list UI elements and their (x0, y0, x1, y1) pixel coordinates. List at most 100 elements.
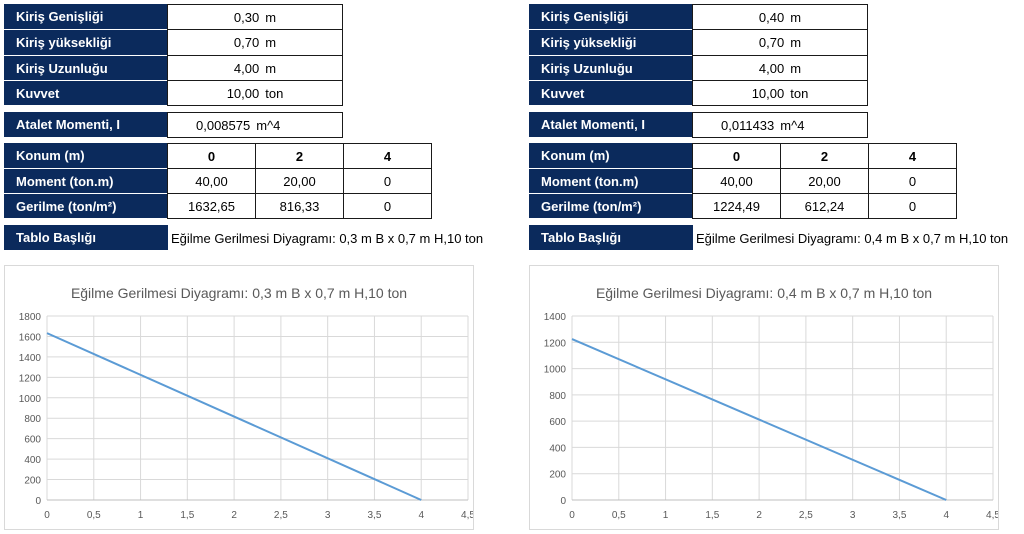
table-cell[interactable]: 20,00 (780, 168, 869, 194)
table-cell[interactable]: 0 (868, 168, 957, 194)
table-row-label-position: Konum (m) (4, 143, 168, 169)
right-panel: Kiriş Genişliği 0,40 m Kiriş yüksekliği 0… (525, 0, 1024, 534)
inertia-value: 0,008575 (196, 117, 251, 133)
y-tick-label: 600 (24, 435, 41, 446)
input-value: 0,70 (758, 35, 785, 50)
left-panel: Kiriş Genişliği 0,30 m Kiriş yüksekliği 0… (0, 0, 500, 534)
chart-svg: Eğilme Gerilmesi Diyagramı: 0,4 m B x 0,… (544, 285, 998, 521)
chart-title-input[interactable]: Eğilme Gerilmesi Diyagramı: 0,3 m B x 0,… (171, 230, 484, 246)
x-tick-label: 4,5 (461, 510, 473, 521)
input-cell-width[interactable]: 0,30 m (167, 4, 343, 30)
table-row-label-moment: Moment (ton.m) (4, 169, 168, 194)
y-tick-label: 1400 (544, 312, 567, 323)
x-tick-label: 3,5 (367, 510, 381, 521)
input-value: 4,00 (233, 60, 260, 76)
table-header-cell[interactable]: 4 (868, 143, 957, 169)
x-tick-label: 1 (663, 510, 669, 521)
inertia-unit: m^4 (256, 117, 281, 133)
table-cell[interactable]: 40,00 (167, 168, 256, 194)
input-value: 0,30 (233, 9, 260, 25)
x-tick-label: 2 (231, 510, 237, 521)
table-cell[interactable]: 1224,49 (692, 193, 781, 219)
table-cell[interactable]: 0 (868, 193, 957, 219)
table-row-label-moment: Moment (ton.m) (529, 169, 693, 194)
table-cell[interactable]: 816,33 (255, 193, 344, 219)
table-header-cell[interactable]: 0 (692, 143, 781, 169)
input-value: 0,40 (758, 9, 785, 25)
y-tick-label: 200 (549, 470, 566, 481)
inertia-value: 0,011433 (721, 117, 775, 133)
chart-title-label: Tablo Başlığı (529, 225, 693, 251)
y-tick-label: 800 (24, 414, 41, 425)
input-cell-length[interactable]: 4,00 m (692, 55, 868, 81)
table-cell[interactable]: 1632,65 (167, 193, 256, 219)
chart-title-label: Tablo Başlığı (4, 225, 168, 251)
input-cell-length[interactable]: 4,00 m (167, 55, 343, 81)
chart-title: Eğilme Gerilmesi Diyagramı: 0,4 m B x 0,… (596, 285, 932, 301)
table-cell[interactable]: 0 (343, 193, 432, 219)
input-unit: m (265, 60, 277, 76)
y-tick-label: 200 (24, 476, 41, 487)
table-header-cell[interactable]: 4 (343, 143, 432, 169)
series-line (46, 332, 422, 501)
table-header-cell[interactable]: 2 (255, 143, 344, 169)
table-cell[interactable]: 612,24 (780, 193, 869, 219)
y-tick-label: 800 (549, 391, 566, 402)
stress-chart[interactable]: Eğilme Gerilmesi Diyagramı: 0,3 m B x 0,… (4, 265, 474, 530)
table-row-label-stress: Gerilme (ton/m²) (4, 194, 168, 219)
y-tick-label: 1000 (544, 365, 567, 376)
x-tick-label: 0,5 (87, 510, 101, 521)
input-label-width: Kiriş Genişliği (529, 4, 693, 30)
x-tick-label: 0 (569, 510, 575, 521)
input-unit: m (790, 9, 802, 25)
input-value: 0,70 (233, 35, 260, 50)
y-tick-label: 1200 (19, 373, 42, 384)
input-cell-height[interactable]: 0,70 m (167, 29, 343, 56)
input-label-height: Kiriş yüksekliği (529, 30, 693, 56)
chart-title: Eğilme Gerilmesi Diyagramı: 0,3 m B x 0,… (71, 285, 407, 301)
y-tick-label: 0 (560, 496, 566, 507)
input-cell-force[interactable]: 10,00 ton (692, 80, 868, 106)
input-value: 4,00 (758, 60, 785, 76)
y-tick-label: 1600 (19, 332, 42, 343)
input-label-height: Kiriş yüksekliği (4, 30, 168, 56)
x-tick-label: 0,5 (612, 510, 626, 521)
inertia-cell[interactable]: 0,008575 m^4 (167, 112, 343, 138)
inertia-cell[interactable]: 0,011433 m^4 (692, 112, 868, 138)
x-tick-label: 3 (325, 510, 331, 521)
x-tick-label: 1,5 (180, 510, 194, 521)
input-label-width: Kiriş Genişliği (4, 4, 168, 30)
x-tick-label: 0 (44, 510, 50, 521)
input-label-force: Kuvvet (4, 81, 168, 106)
inertia-label: Atalet Momenti, I (529, 112, 693, 138)
x-tick-label: 2 (756, 510, 762, 521)
table-header-cell[interactable]: 2 (780, 143, 869, 169)
input-cell-width[interactable]: 0,40 m (692, 4, 868, 30)
table-cell[interactable]: 20,00 (255, 168, 344, 194)
y-tick-label: 1000 (19, 394, 42, 405)
input-cell-force[interactable]: 10,00 ton (167, 80, 343, 106)
chart-title-input[interactable]: Eğilme Gerilmesi Diyagramı: 0,4 m B x 0,… (696, 230, 1009, 246)
input-label-force: Kuvvet (529, 81, 693, 106)
table-cell[interactable]: 0 (343, 168, 432, 194)
input-unit: ton (790, 85, 809, 101)
y-tick-label: 0 (35, 496, 41, 507)
y-tick-label: 1200 (544, 338, 567, 349)
y-tick-label: 400 (549, 443, 566, 454)
chart-svg: Eğilme Gerilmesi Diyagramı: 0,3 m B x 0,… (19, 285, 473, 521)
stress-chart[interactable]: Eğilme Gerilmesi Diyagramı: 0,4 m B x 0,… (529, 265, 999, 530)
x-tick-label: 2,5 (274, 510, 288, 521)
input-value: 10,00 (751, 85, 785, 101)
table-cell[interactable]: 40,00 (692, 168, 781, 194)
inertia-label: Atalet Momenti, I (4, 112, 168, 138)
input-cell-height[interactable]: 0,70 m (692, 29, 868, 56)
y-tick-label: 1400 (19, 353, 42, 364)
input-label-length: Kiriş Uzunluğu (4, 56, 168, 81)
x-tick-label: 3 (850, 510, 856, 521)
x-tick-label: 1 (138, 510, 144, 521)
y-tick-label: 600 (549, 417, 566, 428)
x-tick-label: 2,5 (799, 510, 813, 521)
x-tick-label: 4 (943, 510, 949, 521)
table-header-cell[interactable]: 0 (167, 143, 256, 169)
input-unit: m (790, 60, 802, 76)
